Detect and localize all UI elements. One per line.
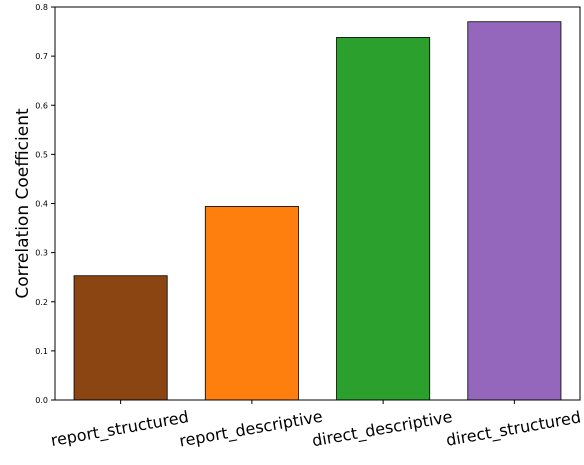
y-axis-label: Correlation Coefficient (13, 108, 33, 299)
x-tick-label: direct_structured (445, 407, 583, 450)
plot-frame (54, 6, 581, 401)
y-tick-label: 0.5 (35, 150, 48, 159)
x-tick-label: direct_descriptive (311, 407, 454, 451)
y-tick-label: 0.1 (35, 347, 48, 356)
bar-direct-descriptive (336, 37, 431, 401)
bar-direct-structured (467, 21, 562, 401)
x-axis: report_structuredreport_descriptivedirec… (49, 400, 582, 452)
y-axis: 0.0 0.1 0.2 0.3 0.4 0.5 0.6 0.7 0.8 (35, 3, 55, 405)
x-tick-label: report_descriptive (178, 407, 324, 452)
x-tick-label: report_structured (49, 407, 190, 451)
y-tick-label: 0.2 (35, 298, 48, 307)
y-tick-label: 0.4 (35, 200, 48, 209)
bar-report-structured (73, 275, 168, 401)
y-tick-label: 0.3 (35, 249, 48, 258)
y-tick-label: 0.8 (35, 3, 48, 12)
y-tick-label: 0.0 (35, 396, 48, 405)
bar-report-descriptive (204, 206, 299, 401)
y-tick-label: 0.6 (35, 101, 48, 110)
y-tick-label: 0.7 (35, 52, 48, 61)
bars-group (73, 21, 562, 401)
